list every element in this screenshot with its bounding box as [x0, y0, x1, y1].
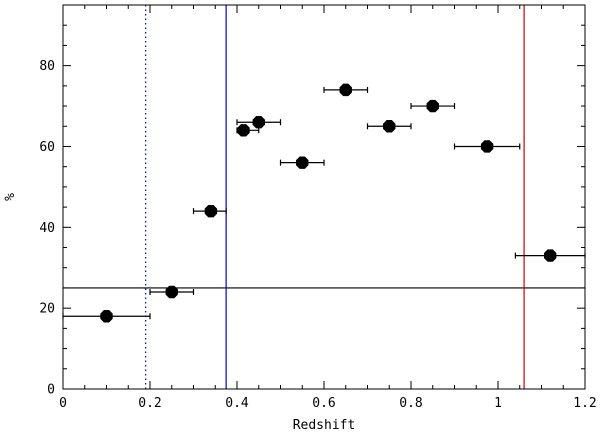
- axis-ticks: [62, 4, 586, 390]
- reference-lines: [63, 5, 585, 389]
- x-tick-label: 0.2: [138, 396, 161, 411]
- data-point-10: [544, 249, 557, 262]
- x-tick-label: 1: [494, 396, 502, 411]
- data-point-3: [237, 124, 250, 137]
- x-tick-label: 0.8: [399, 396, 422, 411]
- error-bars: [62, 86, 586, 320]
- x-tick-label: 0: [59, 396, 67, 411]
- x-tick-label: 0.6: [312, 396, 335, 411]
- y-tick-label: 60: [39, 140, 55, 155]
- y-tick-label: 20: [39, 302, 55, 317]
- data-point-8: [426, 99, 439, 113]
- y-tick-label: 80: [39, 59, 55, 74]
- data-point-2: [204, 204, 218, 218]
- data-point-6: [339, 83, 352, 97]
- y-tick-label: 0: [47, 383, 55, 398]
- data-point-9: [480, 140, 494, 153]
- y-axis-label: %: [3, 193, 18, 201]
- x-tick-label: 0.4: [225, 396, 249, 411]
- x-tick-label: 1.2: [573, 396, 596, 411]
- data-points: [100, 83, 557, 323]
- x-axis-label: Redshift: [293, 418, 356, 433]
- data-point-1: [165, 285, 178, 299]
- data-point-5: [296, 156, 309, 169]
- plot-frame: [62, 4, 586, 390]
- data-point-7: [383, 120, 396, 133]
- y-tick-label: 40: [39, 221, 55, 236]
- data-point-4: [252, 116, 265, 129]
- data-point-0: [100, 310, 113, 323]
- tick-labels: 0 0.2 0.4 0.6 0.8 1 1.2 0 20 40 60 80: [39, 59, 596, 411]
